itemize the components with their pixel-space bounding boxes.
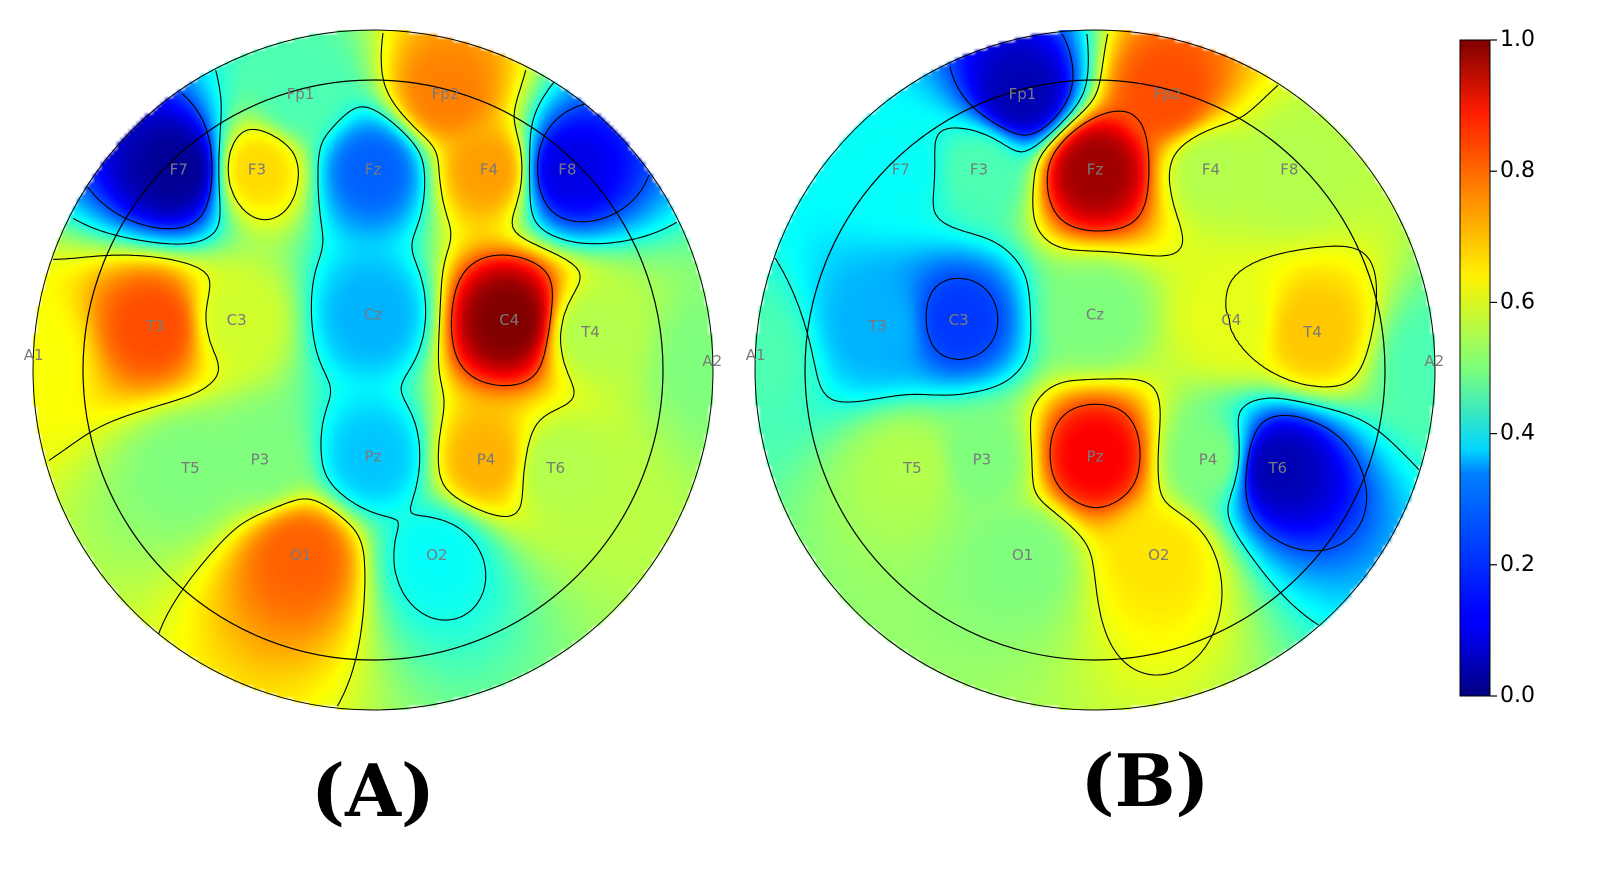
electrode-label-a2: A2 <box>702 352 722 370</box>
electrode-label-c4: C4 <box>499 311 519 329</box>
electrode-label-c3: C3 <box>227 311 247 329</box>
contour-line <box>774 33 1420 626</box>
electrode-label-fp1: Fp1 <box>287 85 315 103</box>
electrode-label-t5: T5 <box>180 459 200 477</box>
electrode-label-o2: O2 <box>1148 546 1169 564</box>
topomap-b-contours <box>774 33 1420 676</box>
topomap-a-contours <box>48 32 678 707</box>
electrode-label-fz: Fz <box>1087 160 1104 178</box>
topomap-a-boundary <box>32 29 714 711</box>
electrode-label-p4: P4 <box>477 450 496 468</box>
electrode-label-pz: Pz <box>1087 448 1104 466</box>
electrode-label-fp1: Fp1 <box>1009 85 1037 103</box>
topomap-b-boundary <box>754 29 1436 711</box>
electrode-label-p3: P3 <box>973 450 992 468</box>
electrode-label-cz: Cz <box>1086 305 1104 323</box>
topomap-a-heat <box>33 30 713 710</box>
electrode-label-p3: P3 <box>251 450 270 468</box>
electrode-label-f4: F4 <box>480 160 498 178</box>
electrode-label-a2: A2 <box>1424 352 1444 370</box>
electrode-label-fp2: Fp2 <box>432 85 460 103</box>
electrode-label-o1: O1 <box>290 546 311 564</box>
electrode-label-f8: F8 <box>1280 160 1298 178</box>
topomap-b-electrode-labels: Fp1 Fp2 F7 F3 Fz F4 F8 A1 T3 C3 Cz C4 T4 A2 T5 P3 Pz P4 T6… <box>746 85 1444 564</box>
electrode-label-c3: C3 <box>949 311 969 329</box>
electrode-label-t3: T3 <box>145 317 165 335</box>
contour-line <box>1029 33 1378 676</box>
electrode-label-t6: T6 <box>545 459 565 477</box>
topomap-a-electrode-labels: Fp1 Fp2 F7 F3 Fz F4 F8 A1 T3 C3 Cz C4 T4 A2 T5 P3 Pz P4 T6… <box>24 85 722 564</box>
electrode-label-f4: F4 <box>1202 160 1220 178</box>
colorbar-tick-label: 1.0 <box>1500 27 1535 52</box>
electrode-label-p4: P4 <box>1199 450 1218 468</box>
contour-line <box>72 70 678 621</box>
electrode-label-f7: F7 <box>170 160 188 178</box>
electrode-label-pz: Pz <box>365 448 382 466</box>
colorbar-ticks: 0.0 0.2 0.4 0.6 0.8 1.0 <box>1490 27 1535 708</box>
panel-b-caption: (B) <box>1081 738 1210 823</box>
contour-line <box>925 33 1368 552</box>
electrode-label-c4: C4 <box>1221 311 1241 329</box>
colorbar-gradient <box>1459 39 1491 697</box>
electrode-label-f3: F3 <box>970 160 988 178</box>
contour-line <box>1046 110 1150 509</box>
electrode-label-t6: T6 <box>1267 459 1287 477</box>
electrode-label-o2: O2 <box>426 546 447 564</box>
colorbar: 0.0 0.2 0.4 0.6 0.8 1.0 <box>1459 27 1535 708</box>
colorbar-tick-label: 0.6 <box>1500 289 1535 314</box>
electrode-label-f8: F8 <box>558 160 576 178</box>
colorbar-tick-label: 0.8 <box>1500 158 1535 183</box>
electrode-label-a1: A1 <box>24 346 44 364</box>
electrode-label-a1: A1 <box>746 346 766 364</box>
topomap-panel-b: Fp1 Fp2 F7 F3 Fz F4 F8 A1 T3 C3 Cz C4 T4 A2 T5 P3 Pz P4 T6… <box>746 29 1444 823</box>
electrode-label-t3: T3 <box>867 317 887 335</box>
panel-a-caption: (A) <box>311 748 435 833</box>
electrode-label-t4: T4 <box>1302 323 1322 341</box>
topomap-panel-a: Fp1 Fp2 F7 F3 Fz F4 F8 A1 T3 C3 Cz C4 T4 A2 T5 P3 Pz P4 T6… <box>24 29 722 833</box>
colorbar-tick-label: 0.0 <box>1500 683 1535 708</box>
electrode-label-f3: F3 <box>248 160 266 178</box>
contour-line <box>48 32 581 707</box>
electrode-label-t5: T5 <box>902 459 922 477</box>
electrode-label-fp2: Fp2 <box>1154 85 1182 103</box>
topomap-b-head-outline <box>804 79 1386 661</box>
colorbar-tick-label: 0.2 <box>1500 552 1535 577</box>
topomap-a-head-outline <box>82 79 664 661</box>
electrode-label-o1: O1 <box>1012 546 1033 564</box>
topomap-b-heat <box>755 30 1435 710</box>
colorbar-tick-label: 0.4 <box>1500 421 1535 446</box>
electrode-label-fz: Fz <box>365 160 382 178</box>
electrode-label-f7: F7 <box>892 160 910 178</box>
electrode-label-cz: Cz <box>364 305 382 323</box>
contour-line <box>450 254 553 387</box>
electrode-label-t4: T4 <box>580 323 600 341</box>
